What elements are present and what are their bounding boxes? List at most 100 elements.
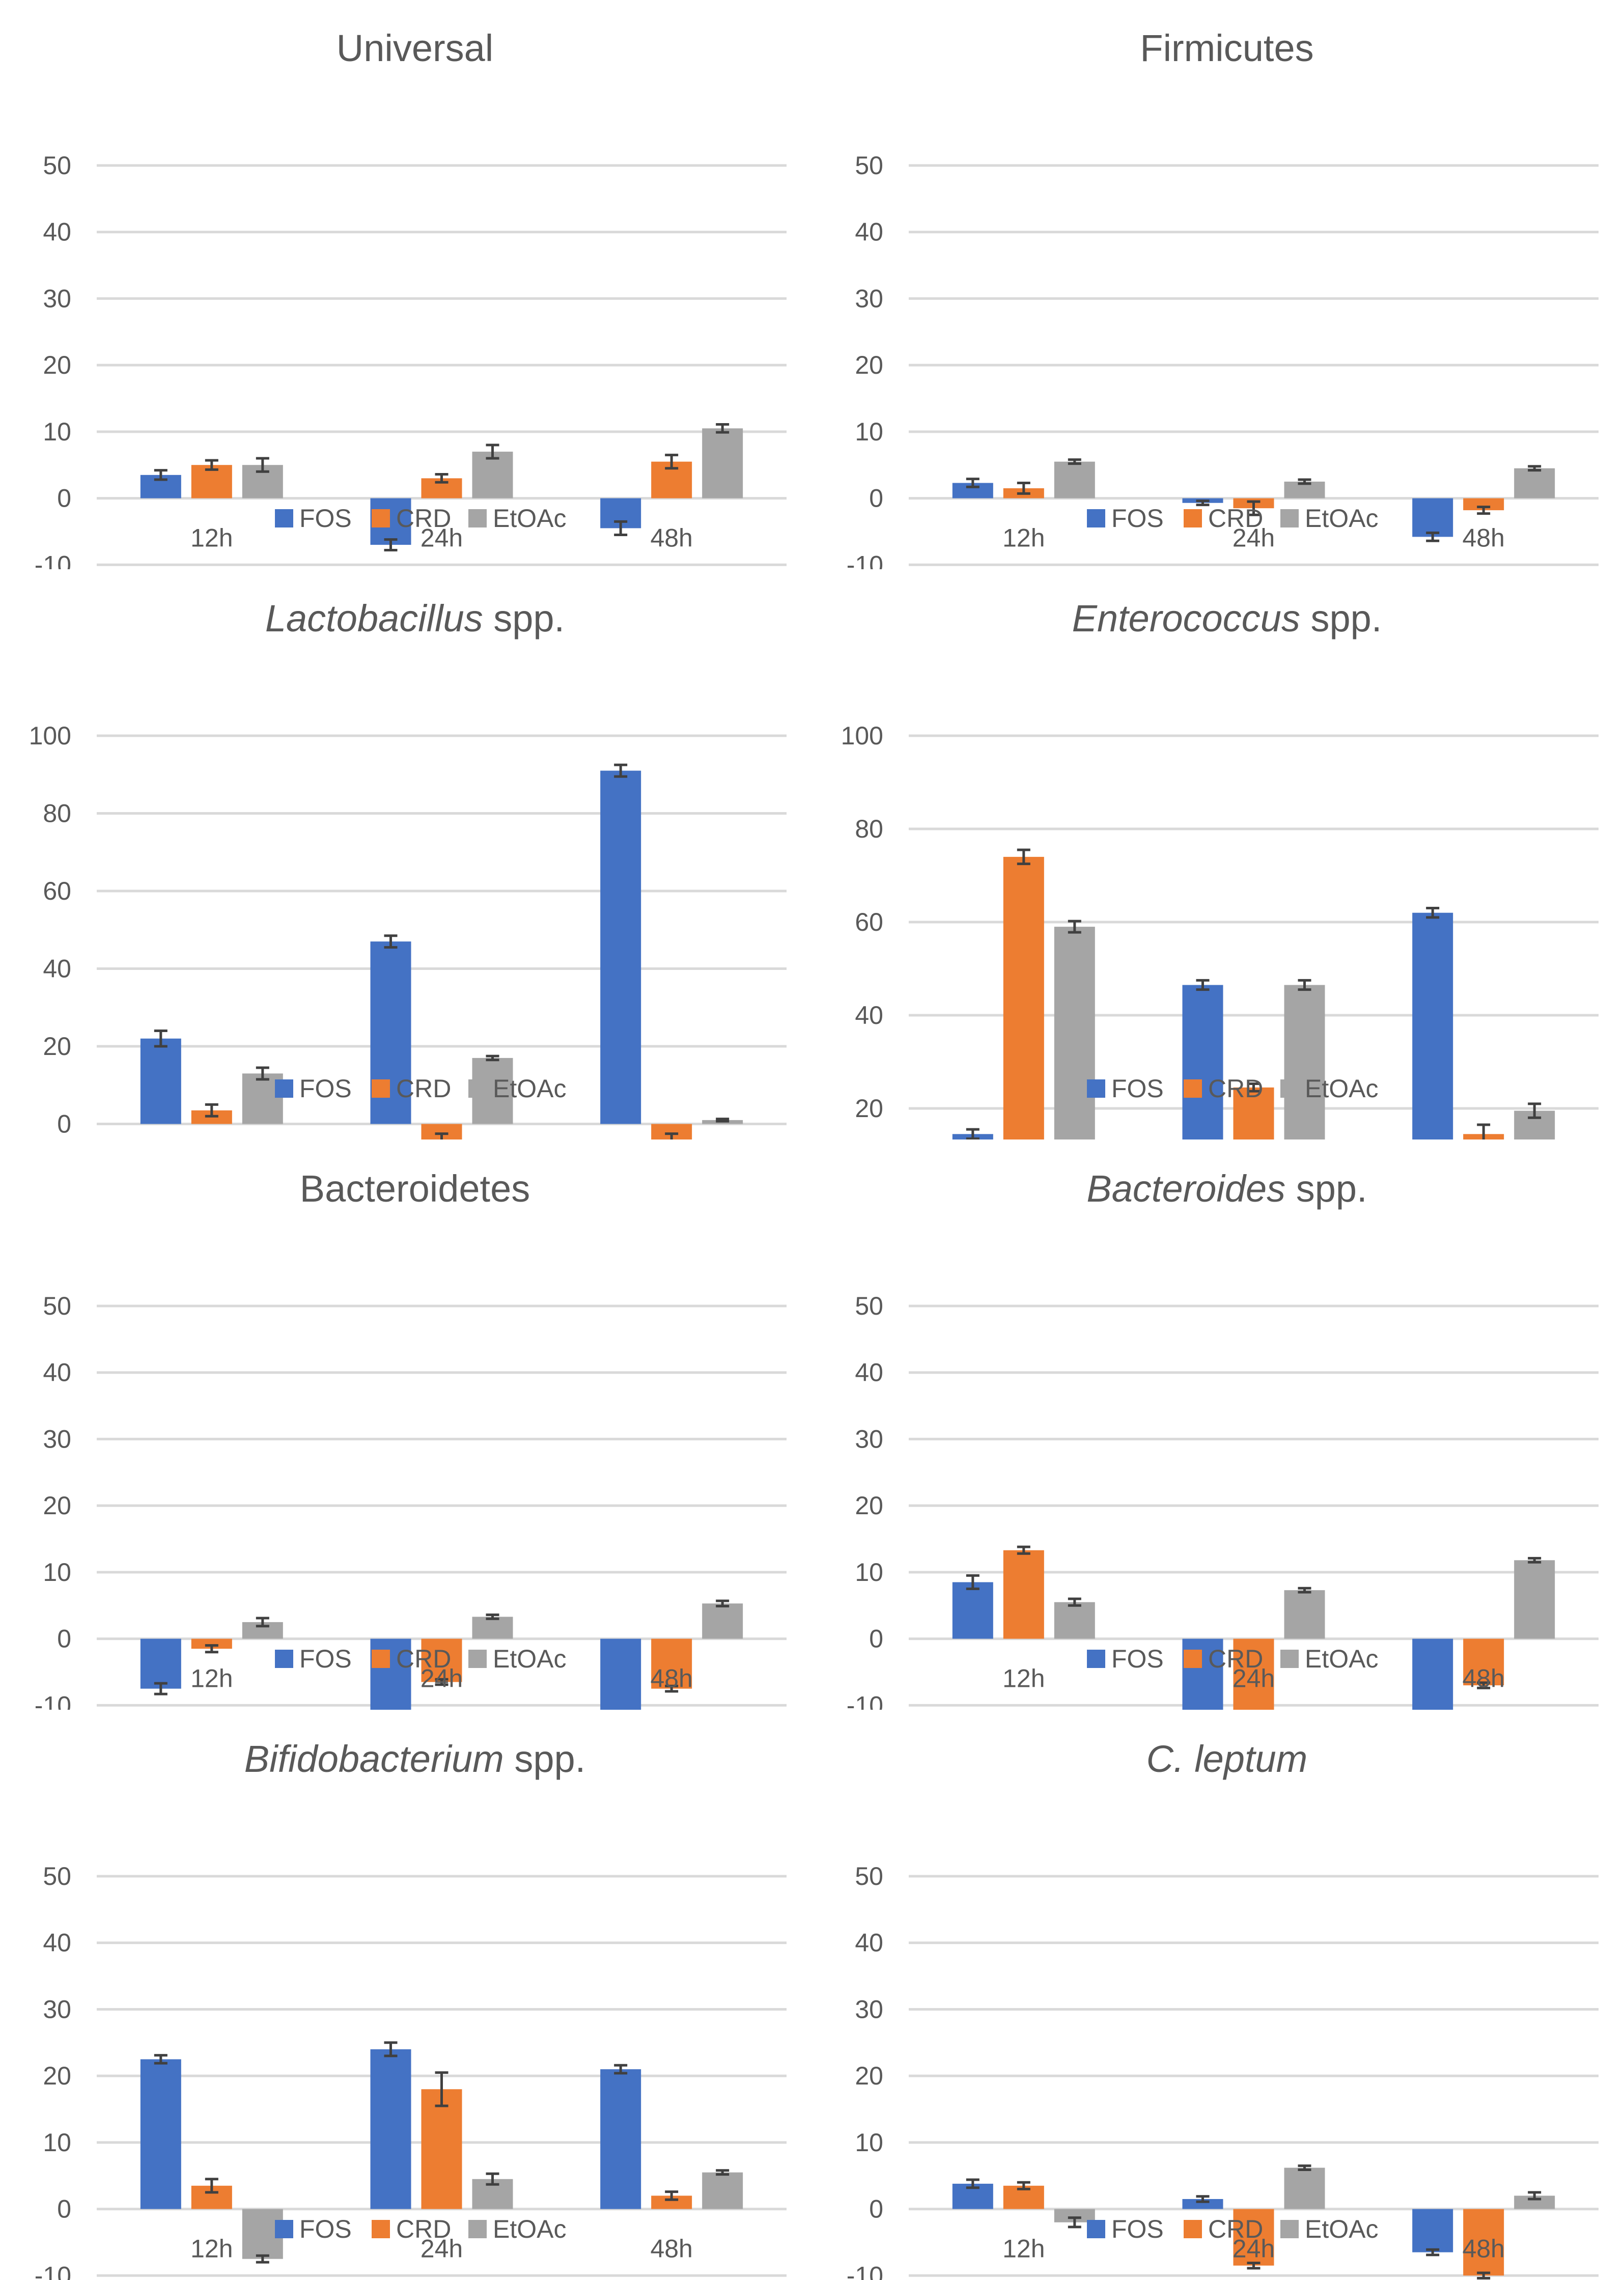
x-category-label: 24h [421,1664,463,1693]
x-category-label: 48h [650,524,692,552]
chart-title: Firmicutes [1140,27,1313,69]
y-tick-label: 100 [841,721,883,750]
chart-panel: Universal50403020100-10-2012h24h48hFOSCR… [0,0,812,569]
bar-etoac [1284,2167,1325,2209]
bar-chart: Universal50403020100-10-2012h24h48hFOSCR… [35,27,787,569]
legend-swatch-etoac [468,1079,487,1098]
y-tick-label: 50 [43,1862,71,1890]
y-tick-label: 40 [855,1358,883,1387]
chart-panel: Bacteroides spp.50403020100-10-2012h24h4… [812,1141,1624,1710]
bar-chart: Bacteroidetes50403020100-10-2012h24h48hF… [35,1167,787,1710]
x-category-label: 24h [1233,2235,1275,2263]
y-tick-label: -10 [35,550,71,569]
legend-label: FOS [1111,1074,1164,1103]
legend-label: EtOAc [493,1074,566,1103]
legend-swatch-etoac [1280,1650,1299,1668]
x-category-label: 24h [421,524,463,552]
title-italic: C. leptum [1146,1738,1308,1780]
legend-swatch-crd [1184,1079,1202,1098]
y-tick-label: 30 [855,284,883,313]
x-category-label: 12h [1002,524,1045,552]
bar-etoac [702,428,743,498]
legend-label: CRD [396,2215,451,2243]
legend-label: FOS [299,2215,352,2243]
title-italic: Bacteroides [1086,1167,1285,1210]
title-text: spp. [483,597,565,639]
legend-label: CRD [396,1074,451,1103]
chart-title: Lactobacillus spp. [265,597,565,639]
legend-swatch-crd [372,509,390,527]
title-text: spp. [1300,597,1382,639]
legend-swatch-etoac [468,509,487,527]
chart-title: Bacteroides spp. [1086,1167,1367,1210]
legend-label: FOS [1111,1645,1164,1673]
y-tick-label: 60 [43,877,71,905]
title-text: spp. [504,1738,585,1780]
bar-fos [1412,2209,1453,2253]
y-tick-label: 0 [57,2195,71,2223]
bar-crd [1003,1550,1044,1639]
bar-etoac [702,1603,743,1639]
x-category-label: 48h [650,1664,692,1693]
y-tick-label: 0 [57,1625,71,1653]
legend-label: FOS [299,504,352,533]
y-tick-label: 20 [43,1032,71,1061]
y-tick-label: 20 [855,1094,883,1123]
y-tick-label: 100 [29,721,71,750]
bar-chart: Bifidobacterium spp.50403020100-10-2012h… [35,1738,787,2280]
title-italic: Enterococcus [1072,597,1300,639]
x-category-label: 24h [1233,524,1275,552]
y-tick-label: -10 [35,1691,71,1710]
legend-label: CRD [396,1645,451,1673]
bar-fos [600,1638,641,1710]
y-tick-label: 50 [43,151,71,180]
bar-fos [1412,912,1453,1139]
bar-fos [140,2059,181,2209]
x-category-label: 12h [190,2235,233,2263]
y-tick-label: 40 [855,218,883,246]
x-category-label: 24h [1233,1664,1275,1693]
y-tick-label: 20 [855,351,883,379]
bar-fos [1182,985,1223,1139]
bar-crd [1233,1638,1274,1710]
x-category-label: 48h [1462,524,1504,552]
bar-fos [1412,1638,1453,1710]
legend-label: EtOAc [493,2215,566,2243]
chart-title: C. leptum [1146,1738,1308,1780]
y-tick-label: 0 [57,1110,71,1138]
y-tick-label: 50 [43,1292,71,1320]
bar-fos [370,2049,411,2209]
bar-chart: C. leptum50403020100-10-2012h24h48hFOSCR… [847,1738,1599,2280]
y-tick-label: 10 [43,418,71,446]
legend-swatch-crd [372,2220,390,2238]
bar-fos [1182,2199,1223,2209]
y-tick-label: 50 [855,151,883,180]
legend-label: CRD [396,504,451,533]
bar-chart: Firmicutes50403020100-10-2012h24h48hFOSC… [847,27,1599,569]
bar-etoac [702,2172,743,2209]
y-tick-label: 30 [855,1995,883,2023]
x-category-label: 48h [1462,2235,1504,2263]
legend-swatch-crd [372,1079,390,1098]
bar-crd [421,2089,462,2209]
legend-swatch-fos [1087,2220,1105,2238]
x-category-label: 12h [190,1664,233,1693]
bar-etoac [1284,985,1325,1139]
legend-swatch-fos [1087,1650,1105,1668]
legend-label: EtOAc [1305,1645,1378,1673]
legend-label: EtOAc [493,1645,566,1673]
legend-label: FOS [1111,504,1164,533]
legend-label: EtOAc [1305,504,1378,533]
y-tick-label: 0 [57,484,71,513]
legend-label: EtOAc [1305,1074,1378,1103]
legend-swatch-crd [372,1650,390,1668]
y-tick-label: 80 [855,815,883,843]
legend-swatch-etoac [1280,1079,1299,1098]
legend-label: CRD [1208,504,1263,533]
y-tick-label: 30 [43,1995,71,2023]
chart-title: Enterococcus spp. [1072,597,1382,639]
bar-chart: Enterococcus spp.10080604020012h24h48hFO… [841,597,1599,1139]
legend-label: EtOAc [1305,2215,1378,2243]
bar-fos [600,2069,641,2209]
bar-etoac [1054,1602,1095,1639]
